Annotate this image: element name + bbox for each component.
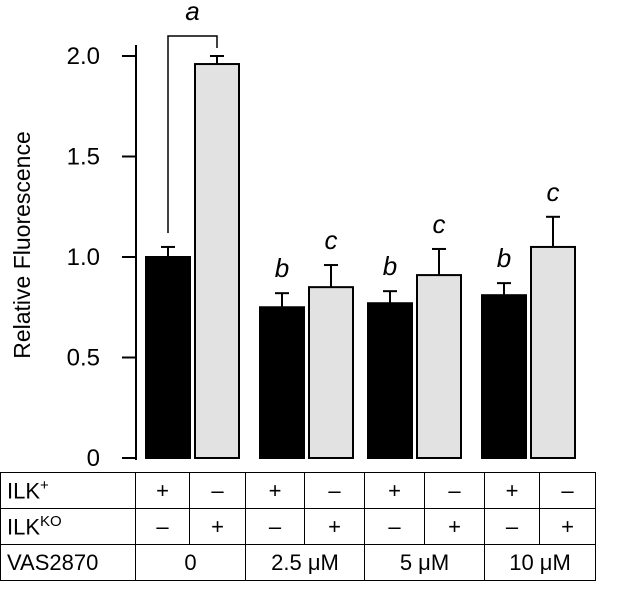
row-label-ilk-ko: ILKKO bbox=[0, 508, 136, 545]
bars bbox=[145, 55, 576, 460]
row-label-ilk-plus: ILK+ bbox=[0, 472, 136, 509]
bar bbox=[308, 286, 354, 459]
cell: – bbox=[539, 472, 596, 509]
cell: – bbox=[364, 508, 425, 545]
y-tick-label: 1.5 bbox=[67, 144, 100, 171]
cell: – bbox=[245, 508, 305, 545]
y-tick-label: 1.0 bbox=[67, 244, 100, 271]
cell: + bbox=[484, 472, 540, 509]
annotations: b b b c c c a bbox=[167, 0, 560, 283]
bar bbox=[194, 63, 240, 459]
y-tick-label: 0 bbox=[87, 445, 100, 472]
row-ilk-ko: ILKKO – + – + – + – + bbox=[0, 508, 596, 545]
y-tick-label: 2.0 bbox=[67, 43, 100, 70]
cell: – bbox=[484, 508, 540, 545]
significance-letter: a bbox=[185, 0, 199, 26]
cell: + bbox=[245, 472, 305, 509]
dose-cell: 2.5 μM bbox=[245, 544, 365, 581]
significance-letter: b bbox=[383, 251, 397, 281]
bar-chart: Relative Fluorescence 0 0.5 1.0 1.5 2.0 b b b c… bbox=[9, 0, 576, 472]
y-tick-label: 0.5 bbox=[67, 345, 100, 372]
y-ticks: 0 0.5 1.0 1.5 2.0 bbox=[67, 43, 136, 472]
cell: – bbox=[424, 472, 485, 509]
significance-bracket bbox=[167, 35, 218, 233]
row-label-vas2870: VAS2870 bbox=[0, 544, 136, 581]
cell: + bbox=[539, 508, 596, 545]
bar bbox=[259, 306, 305, 459]
bar bbox=[367, 302, 413, 460]
cell: – bbox=[189, 472, 246, 509]
bar bbox=[530, 245, 576, 459]
row-ilk-plus: ILK+ + – + – + – + – bbox=[0, 472, 596, 509]
cell: + bbox=[135, 472, 190, 509]
significance-letter: c bbox=[547, 177, 560, 207]
significance-letter: c bbox=[325, 225, 338, 255]
condition-table: ILK+ + – + – + – + – ILKKO – + – + – + –… bbox=[0, 472, 596, 581]
cell: + bbox=[364, 472, 425, 509]
dose-cell: 5 μM bbox=[364, 544, 485, 581]
significance-letter: b bbox=[275, 253, 289, 283]
cell: + bbox=[304, 508, 365, 545]
bar bbox=[416, 274, 462, 459]
significance-letter: b bbox=[497, 243, 511, 273]
y-axis-label: Relative Fluorescence bbox=[9, 131, 35, 359]
row-vas2870: VAS2870 0 2.5 μM 5 μM 10 μM bbox=[0, 544, 596, 581]
cell: + bbox=[424, 508, 485, 545]
cell: – bbox=[304, 472, 365, 509]
bar bbox=[481, 294, 527, 459]
cell: + bbox=[189, 508, 246, 545]
dose-cell: 10 μM bbox=[484, 544, 596, 581]
bar bbox=[145, 256, 191, 459]
significance-letter: c bbox=[433, 209, 446, 239]
cell: – bbox=[135, 508, 190, 545]
dose-cell: 0 bbox=[135, 544, 246, 581]
